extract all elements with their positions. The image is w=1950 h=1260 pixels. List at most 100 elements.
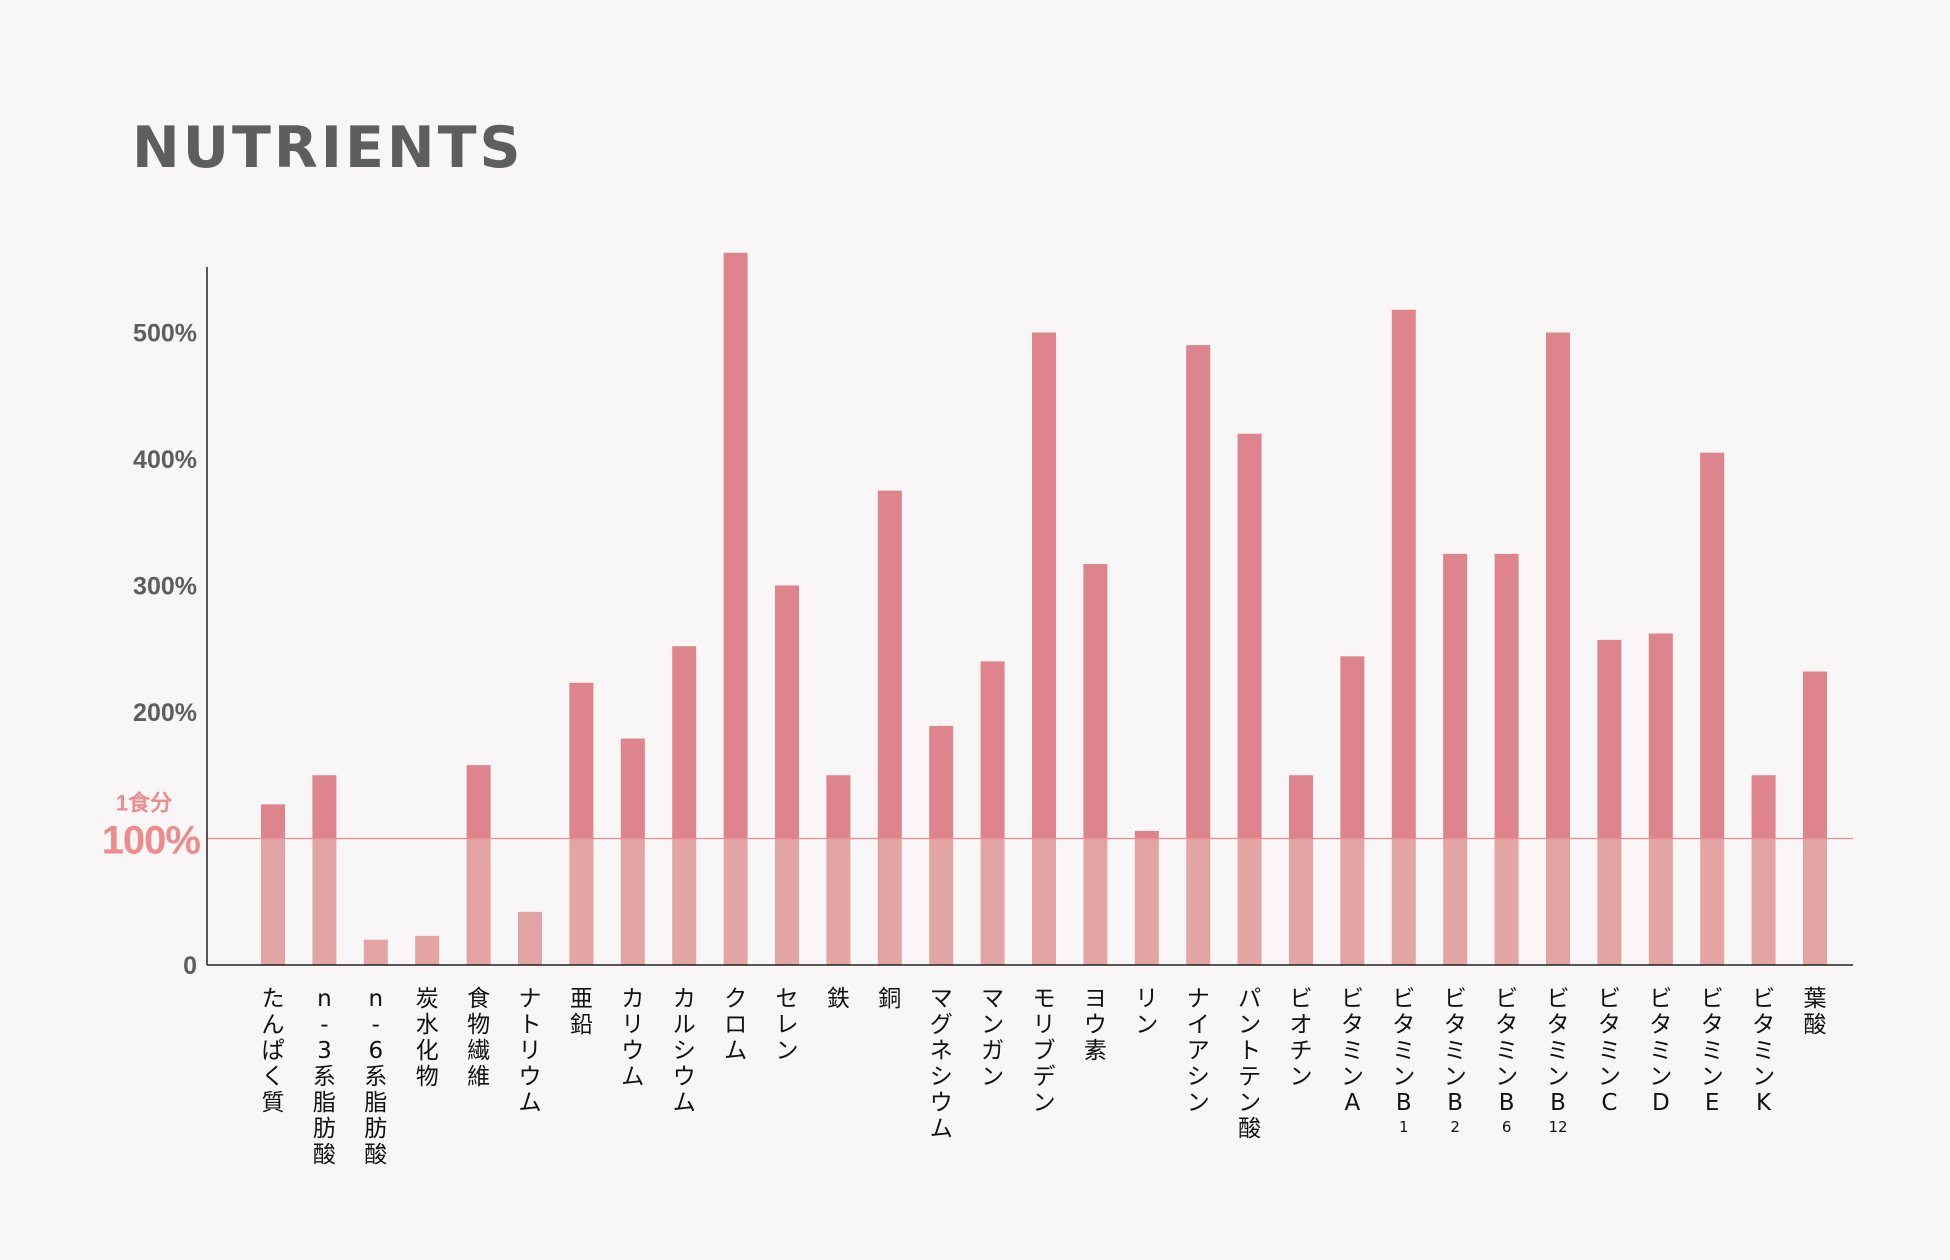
category-label-char: シ — [1187, 1064, 1210, 1090]
bar-lower — [261, 838, 285, 965]
bar-upper — [826, 775, 851, 839]
category-label-char: タ — [1547, 1012, 1570, 1038]
bar — [415, 935, 440, 965]
bar-upper — [1494, 553, 1519, 839]
category-label-char: ビ — [1649, 986, 1672, 1012]
bar — [826, 775, 851, 965]
bar-lower — [569, 838, 594, 965]
bar-lower — [1032, 838, 1056, 965]
bar-upper — [261, 804, 285, 839]
bar — [1083, 563, 1108, 965]
category-label-char: 化 — [416, 1038, 439, 1064]
category-label-char: 鉄 — [827, 986, 850, 1012]
category-label-char: シ — [673, 1038, 696, 1064]
category-label-char: n — [369, 986, 384, 1012]
category-labels-group: たんぱく質n-3系脂肪酸n-6系脂肪酸炭水化物食物繊維ナトリウム亜鉛カリウムカル… — [262, 986, 1827, 1168]
category-label-char: ビ — [1444, 986, 1467, 1012]
bar-lower — [1083, 838, 1108, 965]
category-label-char: ウ — [1084, 1012, 1107, 1038]
category-label-char: ミ — [1495, 1038, 1518, 1064]
bar — [312, 775, 337, 965]
category-label-char: 脂 — [313, 1090, 336, 1116]
category-label-char: ン — [981, 1012, 1004, 1038]
category-label-char: ブ — [1033, 1038, 1056, 1064]
bar-lower — [518, 911, 542, 965]
y-tick-label: 0 — [183, 952, 197, 980]
category-label-char: シ — [930, 1064, 953, 1090]
category-label-char: ビ — [1752, 986, 1775, 1012]
category-label-char: 繊 — [467, 1038, 490, 1064]
category-label-char: ン — [1547, 1064, 1570, 1090]
category-label-char: ン — [981, 1064, 1004, 1090]
category-label-char: ビ — [1547, 986, 1570, 1012]
y-tick-label: 500% — [133, 320, 197, 348]
category-label-char: 物 — [416, 1064, 439, 1090]
category-label-char: ク — [724, 986, 747, 1012]
bar-upper — [929, 725, 954, 839]
category-label-char: く — [262, 1064, 285, 1090]
bar — [620, 738, 645, 965]
bar-lower — [1751, 838, 1776, 965]
bar-upper — [1289, 775, 1313, 839]
bar — [980, 661, 1005, 965]
category-label-char: A — [1345, 1090, 1361, 1116]
category-label-char: ん — [262, 1012, 285, 1038]
category-label-char: レ — [776, 1012, 799, 1038]
category-label-char: ロ — [724, 1012, 747, 1038]
category-label-char: ビ — [1392, 986, 1415, 1012]
category-label-char: リ — [519, 1038, 542, 1064]
category-label-char: ビ — [1598, 986, 1621, 1012]
category-label-char: マ — [930, 986, 953, 1012]
category-label-char: 系 — [364, 1064, 387, 1090]
category-label-char: E — [1705, 1090, 1720, 1116]
category-label-char: n — [317, 986, 332, 1012]
category-label: リン — [1135, 986, 1158, 1038]
category-label-char: 銅 — [878, 986, 901, 1012]
bar-lower — [1803, 838, 1827, 965]
bar-upper — [980, 661, 1005, 839]
category-label-char: ム — [724, 1038, 747, 1064]
bar — [1289, 775, 1313, 965]
bar-lower — [1289, 838, 1313, 965]
category-label-char: オ — [1290, 1012, 1313, 1038]
bar-upper — [466, 765, 491, 839]
bar-lower — [1340, 838, 1365, 965]
bar — [1597, 639, 1622, 965]
bar-upper — [1751, 775, 1776, 839]
category-label-char: ビ — [1341, 986, 1364, 1012]
category-label-char: 6 — [368, 1038, 383, 1064]
category-label-char: ぱ — [262, 1038, 285, 1064]
category-label-char: ト — [519, 1012, 542, 1038]
bar-lower — [1391, 838, 1416, 965]
category-label-char: マ — [981, 986, 1004, 1012]
bar-lower — [466, 838, 491, 965]
category-label-char: 葉 — [1804, 986, 1827, 1012]
category-label-char: タ — [1392, 1012, 1415, 1038]
category-label-char: ヨ — [1084, 986, 1107, 1012]
bar — [1340, 656, 1365, 965]
bar-lower — [1443, 838, 1468, 965]
category-label-char: 酸 — [313, 1142, 336, 1168]
bar-lower — [1186, 838, 1211, 965]
bar — [1648, 633, 1673, 965]
category-label-char: 鉛 — [570, 1012, 593, 1038]
category-label-char: セ — [776, 986, 799, 1012]
category-label: 鉄 — [827, 986, 850, 1012]
category-label-char: タ — [1495, 1012, 1518, 1038]
bar-upper — [672, 646, 697, 839]
chart-title: NUTRIENTS — [132, 115, 524, 181]
category-label-char: 食 — [467, 986, 490, 1012]
category-label-char: ン — [1290, 1064, 1313, 1090]
bar — [1443, 553, 1468, 965]
category-label-char: ン — [1752, 1064, 1775, 1090]
